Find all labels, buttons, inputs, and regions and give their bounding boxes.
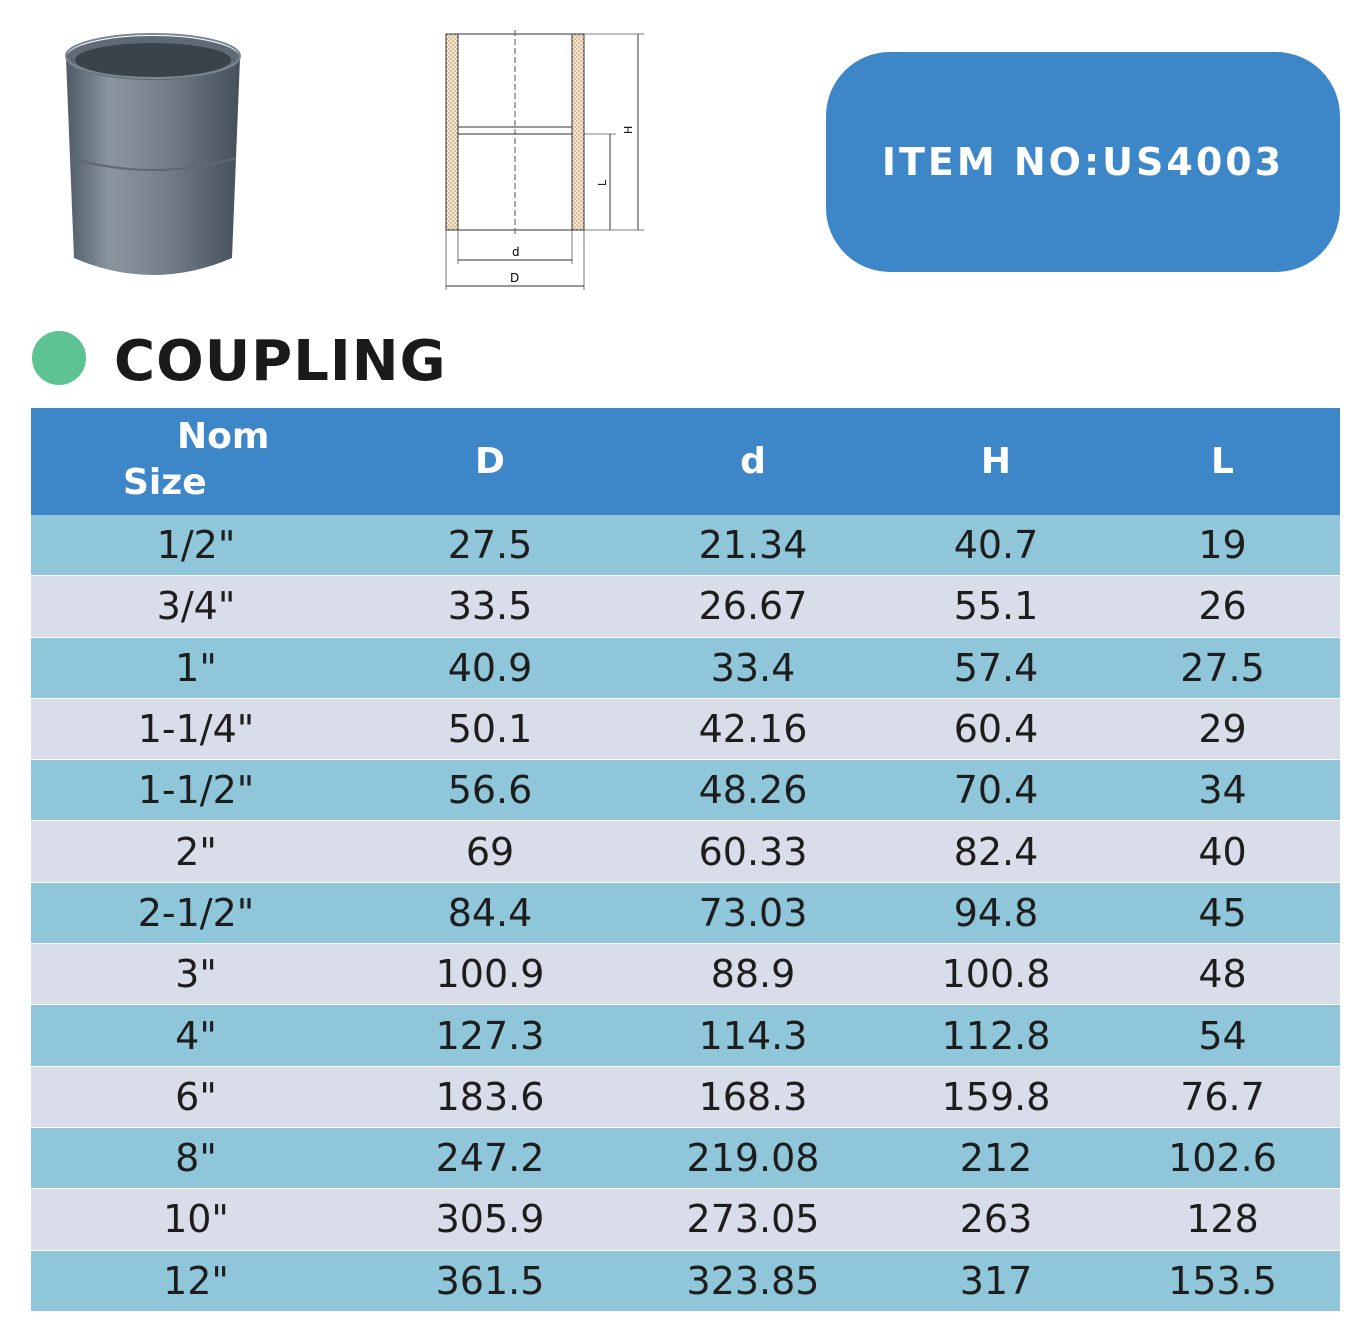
cell-H: 40.7 bbox=[887, 515, 1105, 577]
header-d: d bbox=[619, 408, 887, 515]
table-row: 1/2" 27.5 21.34 40.7 19 bbox=[31, 515, 1340, 577]
label-D: D bbox=[510, 271, 519, 285]
cell-H: 100.8 bbox=[887, 943, 1105, 1006]
cell-H: 70.4 bbox=[887, 759, 1105, 822]
cell-L: 102.6 bbox=[1105, 1127, 1340, 1190]
cell-L: 76.7 bbox=[1105, 1066, 1340, 1128]
table-row: 1-1/2" 56.6 48.26 70.4 34 bbox=[31, 759, 1340, 822]
cell-H: 317 bbox=[887, 1250, 1105, 1312]
spec-table: Nom Size D d H L 1/2" 27.5 21.34 40.7 19… bbox=[31, 408, 1340, 1312]
table-row: 8" 247.2 219.08 212 102.6 bbox=[31, 1127, 1340, 1190]
cell-H: 60.4 bbox=[887, 698, 1105, 761]
table-row: 6" 183.6 168.3 159.8 76.7 bbox=[31, 1066, 1340, 1128]
cell-d: 42.16 bbox=[619, 698, 887, 761]
cell-H: 55.1 bbox=[887, 575, 1105, 638]
table-row: 4" 127.3 114.3 112.8 54 bbox=[31, 1004, 1340, 1067]
cell-d: 33.4 bbox=[619, 637, 887, 699]
table-row: 12" 361.5 323.85 317 153.5 bbox=[31, 1250, 1340, 1312]
cell-d: 21.34 bbox=[619, 515, 887, 577]
label-H: H bbox=[622, 126, 635, 134]
cell-D: 183.6 bbox=[361, 1066, 619, 1128]
header-size: Size bbox=[123, 462, 207, 503]
cell-D: 50.1 bbox=[361, 698, 619, 761]
cell-d: 88.9 bbox=[619, 943, 887, 1006]
bullet-dot bbox=[32, 331, 86, 385]
header-L: L bbox=[1105, 408, 1340, 515]
table-row: 1" 40.9 33.4 57.4 27.5 bbox=[31, 637, 1340, 699]
cell-H: 159.8 bbox=[887, 1066, 1105, 1128]
cell-size: 1" bbox=[31, 637, 361, 699]
header-H: H bbox=[887, 408, 1105, 515]
cell-H: 212 bbox=[887, 1127, 1105, 1190]
cell-size: 10" bbox=[31, 1188, 361, 1251]
cell-d: 60.33 bbox=[619, 820, 887, 883]
table-row: 10" 305.9 273.05 263 128 bbox=[31, 1188, 1340, 1251]
cell-L: 48 bbox=[1105, 943, 1340, 1006]
cell-D: 127.3 bbox=[361, 1004, 619, 1067]
cell-d: 323.85 bbox=[619, 1250, 887, 1312]
cell-H: 94.8 bbox=[887, 882, 1105, 945]
cell-D: 69 bbox=[361, 820, 619, 883]
cell-size: 2" bbox=[31, 820, 361, 883]
cell-D: 361.5 bbox=[361, 1250, 619, 1312]
cell-D: 33.5 bbox=[361, 575, 619, 638]
coupling-drawing: H L d D bbox=[445, 30, 644, 290]
cell-L: 40 bbox=[1105, 820, 1340, 883]
cell-size: 12" bbox=[31, 1250, 361, 1312]
cell-L: 153.5 bbox=[1105, 1250, 1340, 1312]
header-nom: Nom bbox=[177, 416, 270, 457]
table-row: 1-1/4" 50.1 42.16 60.4 29 bbox=[31, 698, 1340, 761]
cell-D: 305.9 bbox=[361, 1188, 619, 1251]
page-title: COUPLING bbox=[114, 329, 447, 394]
cell-L: 128 bbox=[1105, 1188, 1340, 1251]
header-D: D bbox=[361, 408, 619, 515]
cell-H: 57.4 bbox=[887, 637, 1105, 699]
cell-L: 45 bbox=[1105, 882, 1340, 945]
cell-D: 84.4 bbox=[361, 882, 619, 945]
label-d: d bbox=[512, 245, 520, 259]
header-nom-size: Nom Size bbox=[31, 408, 361, 515]
label-L: L bbox=[596, 179, 609, 186]
cell-size: 3/4" bbox=[31, 575, 361, 638]
cell-d: 73.03 bbox=[619, 882, 887, 945]
cell-L: 19 bbox=[1105, 515, 1340, 577]
table-row: 2-1/2" 84.4 73.03 94.8 45 bbox=[31, 882, 1340, 945]
cell-d: 26.67 bbox=[619, 575, 887, 638]
cell-d: 219.08 bbox=[619, 1127, 887, 1190]
table-row: 3" 100.9 88.9 100.8 48 bbox=[31, 943, 1340, 1006]
cell-size: 2-1/2" bbox=[31, 882, 361, 945]
cell-size: 6" bbox=[31, 1066, 361, 1128]
cell-L: 29 bbox=[1105, 698, 1340, 761]
cell-D: 247.2 bbox=[361, 1127, 619, 1190]
cell-L: 54 bbox=[1105, 1004, 1340, 1067]
cell-size: 3" bbox=[31, 943, 361, 1006]
cell-L: 26 bbox=[1105, 575, 1340, 638]
cell-size: 4" bbox=[31, 1004, 361, 1067]
cell-size: 1/2" bbox=[31, 515, 361, 577]
cell-d: 48.26 bbox=[619, 759, 887, 822]
cell-H: 82.4 bbox=[887, 820, 1105, 883]
cell-d: 168.3 bbox=[619, 1066, 887, 1128]
cell-d: 273.05 bbox=[619, 1188, 887, 1251]
cell-size: 8" bbox=[31, 1127, 361, 1190]
item-number-box: ITEM NO:US4003 bbox=[826, 52, 1340, 272]
cell-D: 100.9 bbox=[361, 943, 619, 1006]
cell-D: 40.9 bbox=[361, 637, 619, 699]
item-number: ITEM NO:US4003 bbox=[881, 140, 1285, 184]
cell-size: 1-1/4" bbox=[31, 698, 361, 761]
cell-D: 56.6 bbox=[361, 759, 619, 822]
table-row: 3/4" 33.5 26.67 55.1 26 bbox=[31, 575, 1340, 638]
cell-D: 27.5 bbox=[361, 515, 619, 577]
coupling-photo bbox=[65, 33, 241, 275]
cell-L: 34 bbox=[1105, 759, 1340, 822]
table-header-row: Nom Size D d H L bbox=[31, 408, 1340, 515]
cell-H: 263 bbox=[887, 1188, 1105, 1251]
cell-H: 112.8 bbox=[887, 1004, 1105, 1067]
cell-size: 1-1/2" bbox=[31, 759, 361, 822]
cell-L: 27.5 bbox=[1105, 637, 1340, 699]
cell-d: 114.3 bbox=[619, 1004, 887, 1067]
table-row: 2" 69 60.33 82.4 40 bbox=[31, 820, 1340, 883]
